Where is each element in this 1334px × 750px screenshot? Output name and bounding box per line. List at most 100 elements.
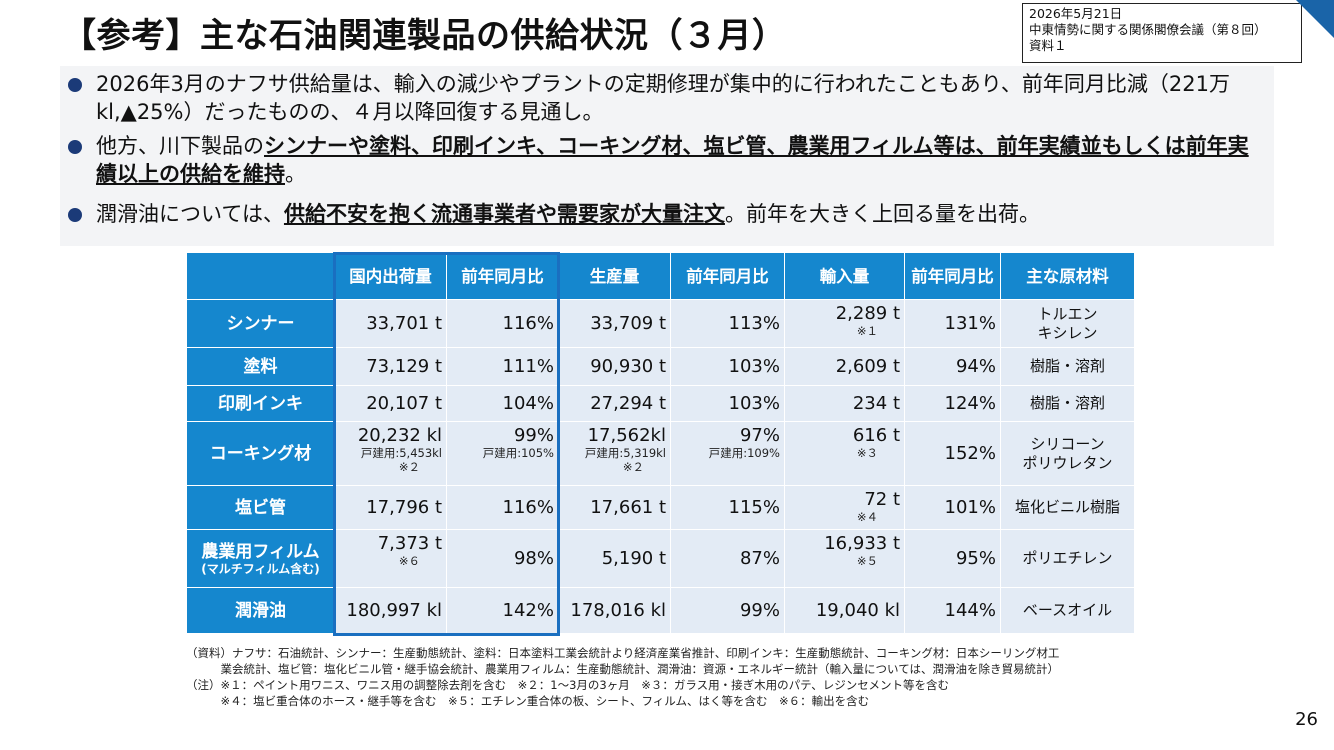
- bullet-emphasis: シンナーや塗料、印刷インキ、コーキング材、塩ビ管、農業用フィルム等は、前年実績並…: [96, 134, 1249, 186]
- cell-shipments-yoy: 142%: [446, 587, 559, 634]
- raw-material: 樹脂・溶剤: [1029, 357, 1105, 375]
- cell-domestic-shipments-value: 73,129 t: [366, 356, 442, 377]
- cell-imports-note: ※５: [856, 554, 878, 568]
- cell-domestic-shipments: 20,107 t: [334, 385, 447, 422]
- cell-production-value: 27,294 t: [590, 393, 666, 414]
- cell-imports-yoy: 124%: [904, 385, 1001, 422]
- footnote-notes-cont: ※４：塩ビ重合体のホース・継手等を含む ※５：エチレン重合体の板、シート、フィル…: [186, 694, 870, 708]
- row-product-name: 塩ビ管: [186, 485, 335, 530]
- cell-production-value: 17,661 t: [590, 497, 666, 518]
- cell-imports-value: 72 t: [864, 489, 900, 510]
- cell-imports-note: ※４: [856, 510, 878, 524]
- cell-production-yoy: 87%: [670, 529, 785, 588]
- cell-production-yoy-value: 113%: [728, 313, 780, 334]
- product-subname: (マルチフィルム含む): [201, 561, 320, 576]
- cell-shipments-yoy-value: 111%: [502, 356, 554, 377]
- row-product-name: 潤滑油: [186, 587, 335, 634]
- cell-production-value: 90,930 t: [590, 356, 666, 377]
- cell-imports-note: ※１: [856, 324, 878, 338]
- table-row: 塩ビ管 17,796 t 116% 17,661 t 115% 72 t ※４ 101% 塩化ビ…: [186, 485, 1135, 530]
- cell-raw-materials: シリコーン ポリウレタン: [1000, 421, 1135, 486]
- row-product-name: 印刷インキ: [186, 385, 335, 422]
- cell-production: 27,294 t: [558, 385, 671, 422]
- raw-material: 塩化ビニル樹脂: [1014, 498, 1120, 516]
- corner-accent: [1296, 0, 1334, 38]
- raw-material: シリコーン: [1030, 434, 1105, 453]
- cell-imports-yoy-value: 131%: [944, 313, 996, 334]
- row-product-name: 塗料: [186, 347, 335, 386]
- bullet-downstream: 他方、川下製品のシンナーや塗料、印刷インキ、コーキング材、塩ビ管、農業用フィルム…: [68, 132, 1256, 188]
- summary-bullets: 2026年3月のナフサ供給量は、輸入の減少やプラントの定期修理が集中的に行われた…: [60, 66, 1274, 246]
- cell-production-yoy: 99%: [670, 587, 785, 634]
- row-product-name: 農業用フィルム (マルチフィルム含む): [186, 529, 335, 588]
- header-domestic-shipments: 国内出荷量: [334, 252, 447, 300]
- cell-shipments-yoy-value: 116%: [502, 313, 554, 334]
- cell-imports: 234 t: [784, 385, 905, 422]
- cell-imports-yoy: 144%: [904, 587, 1001, 634]
- cell-shipments-yoy: 104%: [446, 385, 559, 422]
- cell-imports-yoy: 152%: [904, 421, 1001, 486]
- cell-raw-materials: 塩化ビニル樹脂: [1000, 485, 1135, 530]
- raw-material: ポリエチレン: [1022, 549, 1113, 567]
- cell-domestic-shipments-value: 20,232 kl: [357, 425, 442, 446]
- cell-imports-yoy: 101%: [904, 485, 1001, 530]
- cell-production-yoy-value: 115%: [728, 497, 780, 518]
- cell-raw-materials: ベースオイル: [1000, 587, 1135, 634]
- bullet-lubricant: 潤滑油については、供給不安を抱く流通事業者や需要家が大量注文。前年を大きく上回る…: [68, 200, 1266, 228]
- header-imports-yoy: 前年同月比: [904, 252, 1001, 300]
- header-production-yoy: 前年同月比: [670, 252, 785, 300]
- cell-shipments-yoy: 116%: [446, 485, 559, 530]
- cell-imports: 2,289 t ※１: [784, 299, 905, 348]
- cell-production-yoy-value: 99%: [739, 600, 780, 621]
- product-name: 印刷インキ: [218, 393, 303, 414]
- cell-imports-value: 19,040 kl: [815, 600, 900, 621]
- cell-production-value: 33,709 t: [590, 313, 666, 334]
- raw-material: 樹脂・溶剤: [1029, 394, 1105, 412]
- cell-domestic-shipments-note: ※６: [398, 554, 420, 568]
- bullet-naphtha: 2026年3月のナフサ供給量は、輸入の減少やプラントの定期修理が集中的に行われた…: [68, 70, 1246, 126]
- bullet-text: 2026年3月のナフサ供給量は、輸入の減少やプラントの定期修理が集中的に行われた…: [96, 72, 1230, 124]
- cell-shipments-yoy-value: 98%: [513, 548, 554, 569]
- cell-imports-yoy-value: 152%: [944, 443, 996, 464]
- cell-imports-value: 2,289 t: [835, 303, 900, 324]
- cell-imports-value: 2,609 t: [835, 356, 900, 377]
- cell-domestic-shipments-value: 180,997 kl: [346, 600, 442, 621]
- cell-production-value: 178,016 kl: [570, 600, 666, 621]
- table-row: コーキング材 20,232 kl 戸建用:5,453kl ※２ 99% 戸建用:105% 1…: [186, 421, 1135, 486]
- cell-production-yoy-value: 87%: [739, 548, 780, 569]
- cell-shipments-yoy-value: 104%: [502, 393, 554, 414]
- cell-raw-materials: ポリエチレン: [1000, 529, 1135, 588]
- header-raw-materials: 主な原材料: [1000, 252, 1135, 300]
- cell-imports: 72 t ※４: [784, 485, 905, 530]
- cell-production-yoy: 115%: [670, 485, 785, 530]
- product-name: 塩ビ管: [235, 497, 286, 518]
- product-name: コーキング材: [209, 443, 312, 464]
- bullet-text: 潤滑油については、: [96, 202, 284, 226]
- cell-production: 17,661 t: [558, 485, 671, 530]
- cell-production: 33,709 t: [558, 299, 671, 348]
- cell-domestic-shipments: 17,796 t: [334, 485, 447, 530]
- cell-imports-value: 16,933 t: [824, 533, 900, 554]
- cell-shipments-yoy: 116%: [446, 299, 559, 348]
- cell-imports-yoy-value: 95%: [955, 548, 996, 569]
- table-row: 塗料 73,129 t 111% 90,930 t 103% 2,609 t 94% 樹脂・溶…: [186, 347, 1135, 386]
- cell-domestic-shipments-note: ※２: [398, 460, 420, 474]
- cell-production: 17,562kl 戸建用:5,319kl ※２: [558, 421, 671, 486]
- row-product-name: コーキング材: [186, 421, 335, 486]
- table-row: シンナー 33,701 t 116% 33,709 t 113% 2,289 t ※１ 131…: [186, 299, 1135, 348]
- bullet-text-end: 。: [285, 162, 306, 186]
- product-name: 農業用フィルム: [201, 541, 320, 562]
- table-row: 印刷インキ 20,107 t 104% 27,294 t 103% 234 t 124% 樹脂…: [186, 385, 1135, 422]
- cell-imports-yoy-value: 144%: [944, 600, 996, 621]
- cell-production-value: 5,190 t: [601, 548, 666, 569]
- page-title: 【参考】主な石油関連製品の供給状況（３月）: [62, 16, 787, 56]
- footnotes: （資料）ナフサ：石油統計、シンナー：生産動態統計、塗料：日本塗料工業会統計より経…: [186, 645, 1059, 709]
- cell-imports: 16,933 t ※５: [784, 529, 905, 588]
- cell-domestic-shipments-value: 33,701 t: [366, 313, 442, 334]
- product-name: 潤滑油: [235, 600, 286, 621]
- product-name: 塗料: [243, 356, 278, 377]
- cell-shipments-yoy: 98%: [446, 529, 559, 588]
- cell-production-yoy: 97% 戸建用:109%: [670, 421, 785, 486]
- cell-shipments-yoy-value: 116%: [502, 497, 554, 518]
- footnote-notes: （注）※１：ペイント用ワニス、ワニス用の調整除去剤を含む ※２：1～3月の3ヶ月…: [186, 678, 950, 692]
